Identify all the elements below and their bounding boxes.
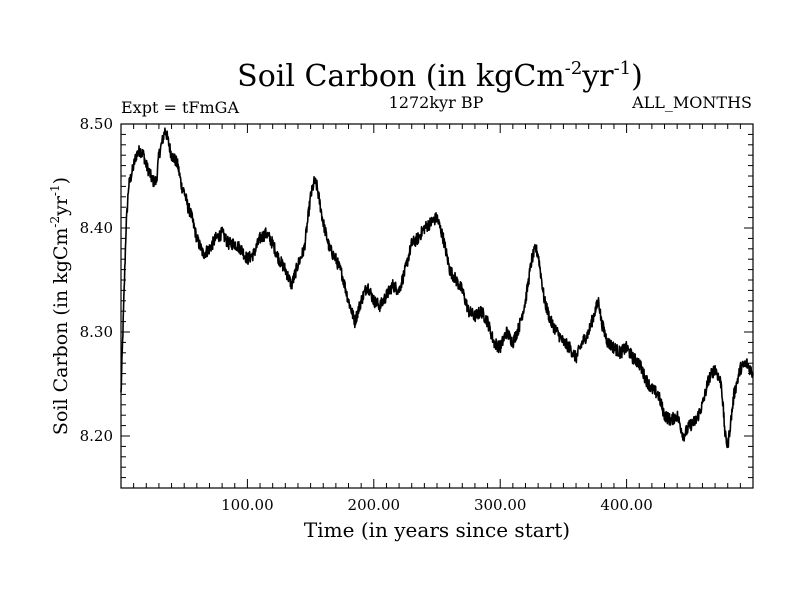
y-axis-label-mid: yr bbox=[50, 195, 72, 217]
x-tick-label: 200.00 bbox=[348, 496, 401, 514]
y-tick-label: 8.20 bbox=[80, 427, 113, 445]
series-line-soil-carbon bbox=[120, 127, 754, 449]
y-axis-label-sup2: -1 bbox=[48, 184, 62, 196]
y-axis-label: Soil Carbon (in kgCm-2yr-1) bbox=[48, 177, 72, 435]
y-tick-label: 8.40 bbox=[80, 219, 113, 237]
chart-title-main: Soil Carbon (in kgCm bbox=[237, 59, 565, 94]
chart-title-mid: yr bbox=[581, 59, 614, 94]
x-tick-label: 100.00 bbox=[221, 496, 274, 514]
subtitle-center: 1272kyr BP bbox=[389, 93, 484, 112]
chart-title-close: ) bbox=[631, 59, 643, 94]
x-axis-ticks: 100.00 200.00 300.00 400.00 bbox=[133, 124, 741, 514]
y-axis-label-close: ) bbox=[50, 177, 72, 184]
y-axis-label-sup1: -2 bbox=[48, 216, 62, 228]
x-tick-label: 400.00 bbox=[600, 496, 653, 514]
y-tick-label: 8.30 bbox=[80, 323, 113, 341]
plot-frame bbox=[120, 123, 754, 489]
chart-title-sup1: -2 bbox=[565, 58, 583, 79]
y-tick-label: 8.50 bbox=[80, 115, 113, 133]
subtitle-left: Expt = tFmGA bbox=[121, 98, 239, 117]
x-tick-label: 300.00 bbox=[474, 496, 527, 514]
x-axis-label: Time (in years since start) bbox=[304, 518, 570, 542]
subtitle-right: ALL_MONTHS bbox=[631, 93, 752, 112]
chart-title: Soil Carbon (in kgCm-2yr-1) bbox=[237, 58, 643, 94]
y-axis-ticks: 8.20 8.30 8.40 8.50 bbox=[80, 115, 753, 479]
y-axis-label-main: Soil Carbon (in kgCm bbox=[50, 228, 72, 435]
chart-title-sup2: -1 bbox=[614, 58, 632, 79]
